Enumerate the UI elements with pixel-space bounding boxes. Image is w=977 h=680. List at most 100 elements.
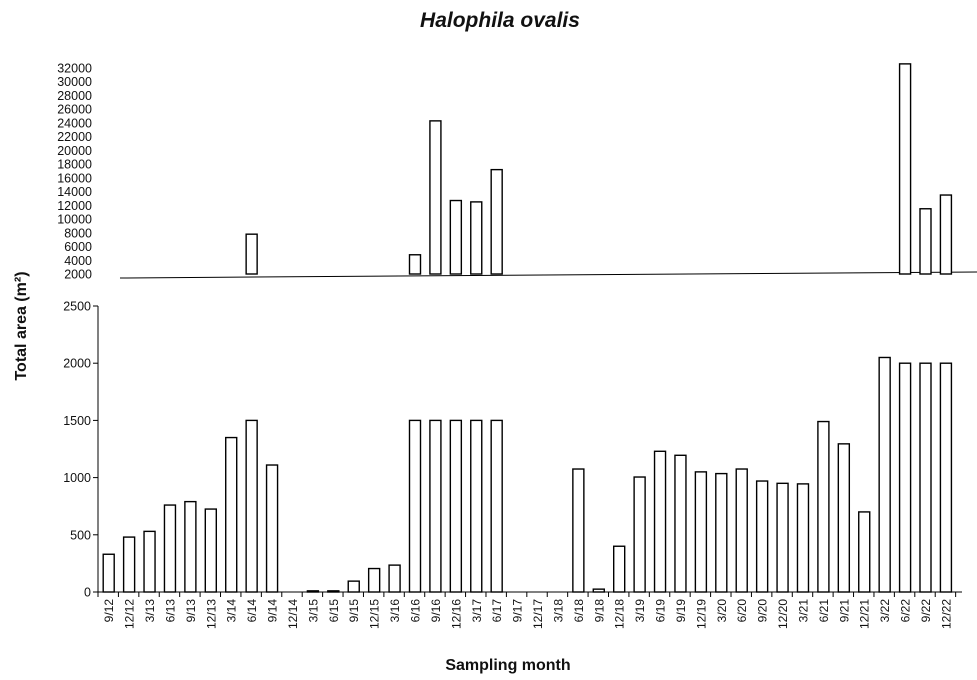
top-y-tick-label: 28000 [57,89,92,103]
bar-9-18 [592,588,605,593]
x-tick-label: 12/20 [776,599,790,629]
bar-9-12 [102,553,115,593]
bar-12-18 [613,545,626,593]
top-panel: 2000400060008000100001200014000160001800… [57,62,977,282]
bar-3-17 [470,419,483,593]
top-y-tick-label: 30000 [57,75,92,89]
x-tick-label: 3/17 [470,599,484,623]
top-bar-12-22 [939,194,953,275]
x-tick-label: 12/15 [368,599,382,629]
bar-3-14 [225,436,238,593]
x-tick-label: 9/21 [837,599,851,623]
x-tick-label: 6/21 [817,599,831,623]
top-y-tick-label: 24000 [57,116,92,130]
top-bar-6-17 [490,168,503,275]
x-tick-label: 12/21 [858,599,872,629]
x-tick-label: 9/14 [266,599,280,623]
x-tick-label: 6/18 [572,599,586,623]
top-bar-6-16 [408,254,422,275]
x-tick-label: 12/13 [204,599,218,629]
top-y-tick-label: 14000 [57,185,92,199]
bar-12-13 [204,508,218,593]
x-tick-label: 3/18 [551,599,565,623]
top-y-tick-label: 20000 [57,144,92,158]
x-tick-label: 6/17 [490,599,504,623]
top-baseline [119,271,977,279]
bar-3-13 [143,530,156,593]
x-tick-label: 9/13 [184,599,198,623]
bar-9-14 [265,464,279,593]
x-tick-label: 3/16 [388,599,402,623]
x-tick-label: 6/19 [654,599,668,623]
top-y-tick-label: 4000 [64,254,92,268]
bar-12-15 [367,567,381,593]
y-tick-label: 0 [84,586,91,600]
bar-9-22 [919,362,932,593]
bar-9-13 [184,500,197,593]
bar-9-21 [837,443,851,593]
bar-6-15 [327,590,340,593]
x-tick-label: 9/22 [919,599,933,623]
x-tick-label: 6/16 [409,599,423,623]
top-y-tick-label: 8000 [64,226,92,240]
bottom-panel: 0 500 1000 1500 2000 2500 9/12 12/12 3/13 6/13 9/1… [63,300,962,629]
top-y-tick-label: 10000 [57,213,92,227]
x-tick-label: 12/22 [939,599,953,629]
bar-6-14 [245,419,258,593]
y-tick-label: 500 [70,528,91,542]
x-tick-label: 9/19 [674,599,688,623]
x-tick-label: 3/14 [225,599,239,623]
top-y-tick-label: 22000 [57,130,92,144]
x-tick-label: 9/17 [511,599,525,623]
bar-12-22 [939,362,953,593]
bar-3-16 [388,564,401,593]
y-tick-label: 2500 [63,300,91,314]
bar-9-15 [347,580,360,593]
x-tick-label: 6/13 [163,599,177,623]
top-bar-12-16 [449,199,463,275]
bar-6-16 [408,419,422,593]
y-tick-label: 1500 [63,414,91,428]
bar-6-13 [163,504,177,593]
top-y-tick-label: 32000 [57,62,92,76]
bar-12-20 [776,482,789,593]
bar-3-22 [878,356,891,593]
top-bar-6-14 [245,233,258,275]
bar-6-21 [817,420,830,593]
bar-9-19 [674,454,687,593]
x-tick-label: 3/20 [715,599,729,623]
bar-6-17 [490,419,503,593]
top-bar-6-22 [898,63,912,275]
top-y-tick-label: 26000 [57,103,92,117]
x-tick-label: 3/19 [633,599,647,623]
y-tick-label: 1000 [63,471,91,485]
x-tick-label: 3/22 [878,599,892,623]
x-tick-label: 9/15 [347,599,361,623]
x-tick-label: 12/12 [123,599,137,629]
bar-6-22 [898,362,912,593]
top-y-tick-label: 12000 [57,199,92,213]
x-tick-label: 6/22 [899,599,913,623]
bar-12-12 [122,536,136,593]
top-y-tick-label: 16000 [57,171,92,185]
bar-3-20 [715,472,728,593]
bar-3-15 [306,590,320,593]
x-axis-title: Sampling month [445,657,570,674]
y-tick-label: 2000 [63,357,91,371]
y-axis-title: Total area (m²) [13,271,30,380]
x-tick-label: 9/12 [102,599,116,623]
top-y-tick-label: 6000 [64,240,92,254]
bar-9-16 [429,419,442,593]
x-tick-label: 12/14 [286,599,300,629]
x-tick-label: 12/18 [613,599,627,629]
bar-9-20 [755,480,769,593]
top-bar-9-22 [919,208,932,275]
x-tick-label: 6/15 [327,599,341,623]
bar-12-19 [694,471,708,593]
top-bar-9-16 [429,120,442,275]
x-tick-label: 6/20 [735,599,749,623]
bar-3-21 [796,483,810,593]
x-tick-label: 12/19 [694,599,708,629]
bar-3-19 [633,476,646,593]
